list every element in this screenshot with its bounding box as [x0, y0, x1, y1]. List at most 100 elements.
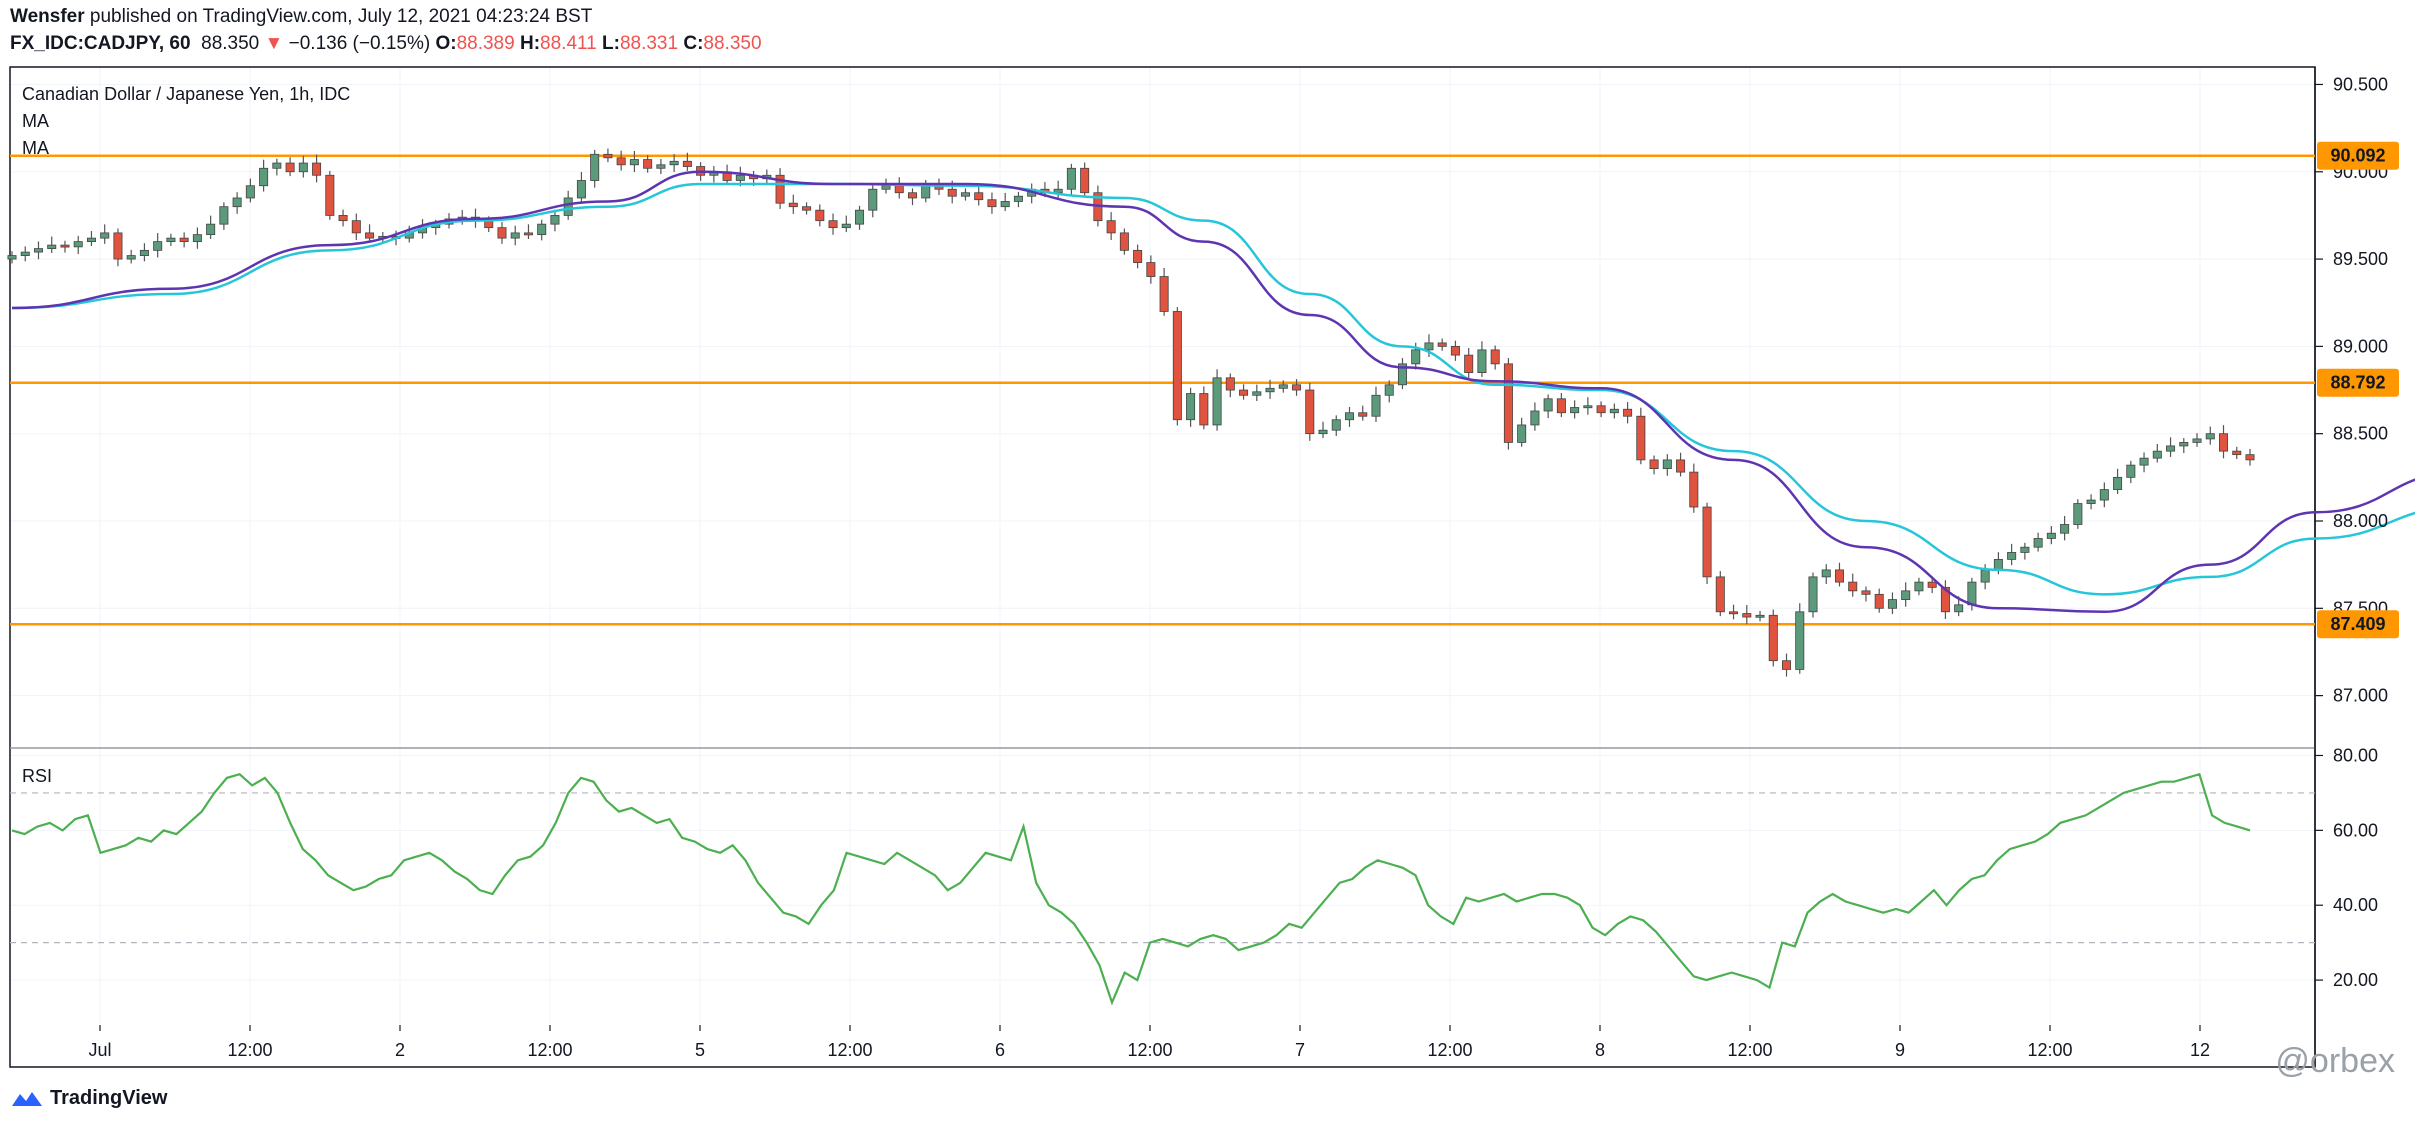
down-arrow-icon: ▼ [264, 33, 284, 54]
candle-up [20, 251, 30, 256]
candle-down [775, 174, 785, 204]
level-badge-label: 88.792 [2330, 373, 2385, 393]
candle-up [1371, 394, 1381, 417]
low-label: L: [602, 33, 620, 54]
symbol-title[interactable]: Canadian Dollar / Japanese Yen, 1h, IDC [22, 84, 350, 104]
rsi-legend[interactable]: RSI [22, 766, 52, 786]
candle-up [1278, 384, 1288, 389]
candle-up [2113, 476, 2123, 490]
candle-down [1450, 345, 1460, 356]
candle-down [1106, 220, 1116, 234]
candle-down [788, 202, 798, 208]
candle-up [1186, 393, 1196, 421]
candle-up [868, 188, 878, 211]
brand-label: TradingView [50, 1087, 168, 1109]
candle-down [643, 159, 653, 169]
rsi-line [11, 772, 2251, 1006]
candle-down [1172, 311, 1182, 421]
candle-up [1477, 349, 1487, 373]
candle-up [2033, 538, 2043, 548]
symbol-label[interactable]: FX_IDC:CADJPY, 60 [10, 33, 191, 54]
candle-up [1954, 604, 1964, 613]
candle-up [590, 153, 600, 181]
candle-up [1795, 611, 1805, 670]
candle-up [2073, 503, 2083, 525]
candle-up [855, 209, 865, 225]
published-text: published on TradingView.com, July 12, 2… [84, 6, 593, 27]
candle-up [1384, 384, 1394, 396]
rsi-tick-label: 60.00 [2333, 820, 2378, 840]
candle-down [1133, 249, 1143, 263]
candle-up [669, 160, 679, 166]
candle-down [338, 215, 348, 222]
candle-down [60, 244, 70, 248]
author-name[interactable]: Wensfer [10, 6, 85, 27]
ma-fast-line [11, 170, 2415, 614]
time-tick-label: 2 [395, 1040, 405, 1060]
candle-up [735, 174, 745, 181]
time-tick-label: 12:00 [1427, 1040, 1472, 1060]
rsi-bands [10, 792, 2315, 944]
candle-up [1397, 363, 1407, 386]
candle-down [2219, 433, 2229, 452]
orbex-watermark: @orbex [2275, 1042, 2395, 1080]
candle-down [1636, 415, 1646, 461]
candle-up [1517, 424, 1527, 443]
price-tick-label: 90.500 [2333, 74, 2388, 94]
candle-down [1715, 576, 1725, 613]
candle-down [1702, 506, 1712, 578]
candle-down [1689, 471, 1699, 508]
candle-up [2205, 433, 2215, 440]
candle-up [537, 223, 547, 236]
candle-up [2007, 552, 2017, 560]
candle-down [1358, 412, 1368, 417]
candle-up [86, 237, 96, 243]
candle-down [365, 232, 375, 239]
candle-up [192, 234, 202, 243]
candle-up [2099, 489, 2109, 501]
candle-down [1556, 398, 1566, 414]
candle-down [1676, 459, 1686, 473]
candle-down [1729, 611, 1739, 615]
candle-up [1411, 349, 1421, 365]
candle-up [1662, 459, 1672, 470]
time-tick-label: 6 [995, 1040, 1005, 1060]
time-tick-label: 12:00 [827, 1040, 872, 1060]
candle-down [2245, 454, 2255, 461]
candle-up [2166, 445, 2176, 452]
candle-up [1808, 576, 1818, 613]
time-tick-label: 12:00 [527, 1040, 572, 1060]
candle-up [47, 244, 57, 250]
ma-slow-line [11, 182, 2415, 596]
candle-up [245, 185, 255, 199]
candle-down [1768, 614, 1778, 662]
candle-down [1146, 262, 1156, 277]
candle-down [1623, 408, 1633, 417]
candle-down [815, 209, 825, 222]
candle-up [219, 206, 229, 225]
candle-down [1239, 389, 1249, 396]
candle-up [629, 159, 639, 166]
candle-down [907, 192, 918, 199]
rsi-axis[interactable]: 80.00 60.00 40.00 20.00 [2315, 745, 2378, 990]
time-tick-label: 12:00 [1727, 1040, 1772, 1060]
candle-up [2152, 450, 2162, 459]
ma-legend-1[interactable]: MA [22, 111, 49, 131]
candle-down [1940, 586, 1950, 613]
candle-down [1834, 569, 1844, 583]
candle-down [894, 185, 904, 194]
level-badge-label: 90.092 [2330, 146, 2385, 166]
ma-legend-2[interactable]: MA [22, 138, 49, 158]
candles [7, 148, 2255, 677]
candle-up [153, 241, 163, 251]
rsi-tick-label: 20.00 [2333, 970, 2378, 990]
candle-up [881, 185, 891, 190]
candle-down [285, 162, 295, 173]
time-axis[interactable]: Jul 12:00 2 12:00 5 12:00 6 12:00 7 12:00 8 12:00 9 1… [88, 1025, 2210, 1060]
candle-down [682, 160, 692, 167]
tradingview-footer[interactable]: TradingView [10, 1087, 167, 1110]
candle-up [1914, 581, 1924, 592]
candle-up [841, 223, 851, 229]
candle-up [1013, 195, 1023, 202]
